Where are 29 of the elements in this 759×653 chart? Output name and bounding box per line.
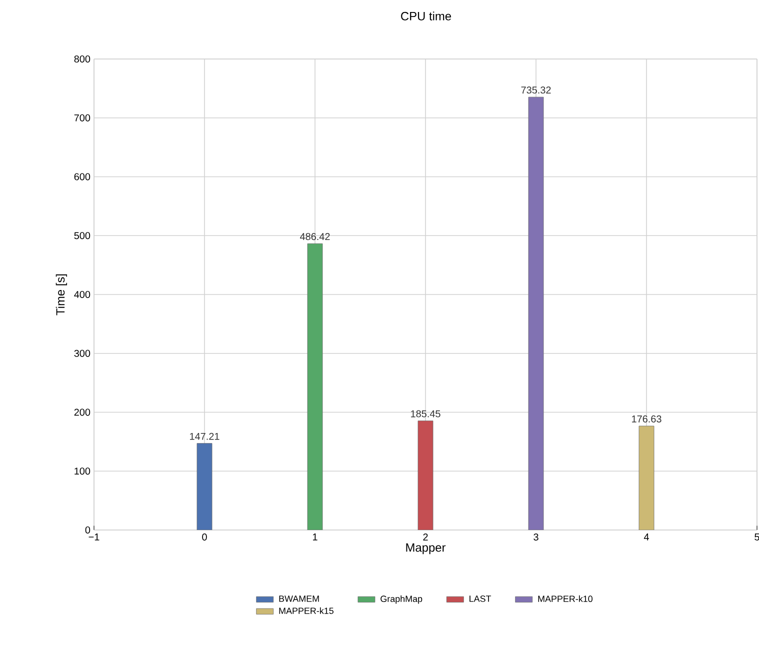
data-label: 185.45 (411, 410, 440, 418)
data-label: 147.21 (190, 432, 220, 440)
x-tick-label: 5 (754, 534, 759, 540)
x-tick-label: 2 (423, 534, 428, 540)
legend-label: GraphMap (380, 595, 422, 604)
y-tick-label: 700 (74, 114, 90, 122)
x-tick-label: 0 (202, 534, 207, 541)
data-label: 176.63 (632, 415, 662, 422)
legend-label: MAPPER-k15 (279, 607, 334, 614)
x-axis-title: Mapper (406, 543, 446, 554)
y-tick-label: 400 (74, 290, 90, 298)
x-tick-label: 3 (534, 534, 538, 541)
x-tick-label: 1 (312, 534, 318, 540)
y-tick-label: 200 (74, 408, 90, 416)
legend-label: BWAMEM (279, 596, 319, 602)
y-axis-title: Time [s] (56, 274, 68, 316)
legend-label: MAPPER-k10 (538, 595, 592, 602)
data-label: 735.32 (521, 86, 551, 94)
data-label: 486.42 (300, 233, 330, 240)
chart-title: CPU time (401, 12, 452, 20)
legend-label: LAST (470, 596, 492, 602)
y-tick-label: 0 (85, 526, 90, 534)
x-tick-label: −1 (88, 534, 100, 540)
y-tick-label: 500 (74, 232, 90, 240)
y-tick-label: 300 (74, 350, 90, 357)
y-tick-label: 600 (74, 173, 90, 180)
y-tick-label: 800 (74, 55, 90, 63)
y-tick-label: 100 (74, 468, 90, 475)
x-tick-label: 4 (644, 534, 649, 540)
